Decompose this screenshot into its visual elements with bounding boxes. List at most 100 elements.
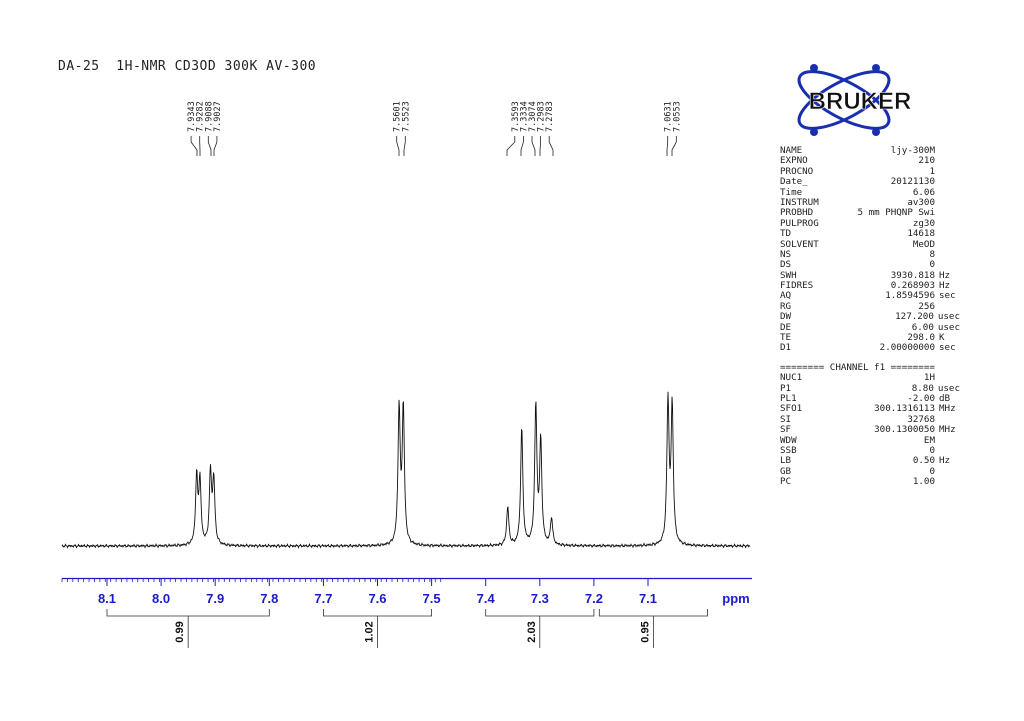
param-value: 1 xyxy=(929,165,935,177)
param-name: AQ xyxy=(780,290,792,302)
peak-label: 7.0631 xyxy=(664,101,674,132)
param-row: SF 300.1300050 MHz xyxy=(780,424,960,436)
param-name: D1 xyxy=(780,342,792,354)
param-unit xyxy=(935,436,939,446)
param-value: 8.80 xyxy=(911,382,934,394)
ppm-axis: 8.1 8.0 7.9 7.8 7.7 7.6 7.5 7.4 7.3 7.2 7.1 ppm xyxy=(61,577,752,606)
param-value: zg30 xyxy=(912,217,935,229)
peak-label: 7.3334 xyxy=(519,101,529,132)
integral-value: 0.99 xyxy=(174,621,186,642)
x-tick-label: 7.2 xyxy=(585,591,603,606)
peak-label: 7.3074 xyxy=(528,101,538,132)
param-unit: sec xyxy=(939,342,956,354)
param-unit: Hz xyxy=(939,269,951,281)
param-name: SOLVENT xyxy=(780,238,819,250)
integral-bracket xyxy=(323,609,432,617)
acquisition-parameters: NAME ljy-300M EXPNO 210 PROCNO 1 Date_ 20121130… xyxy=(780,145,960,488)
param-value: 1.8594596 xyxy=(885,290,935,302)
integral-value: 1.02 xyxy=(364,621,376,642)
x-tick-label: 7.9 xyxy=(206,591,224,606)
param-row: SOLVENT MeOD xyxy=(780,238,960,250)
peak-connector xyxy=(666,136,669,156)
param-name: DE xyxy=(780,321,792,333)
param-name: PULPROG xyxy=(780,217,819,229)
svg-text:BRUKER: BRUKER xyxy=(809,88,912,115)
peak-connector xyxy=(396,136,400,156)
param-value: 0 xyxy=(929,259,935,271)
param-value: MeOD xyxy=(912,238,935,250)
channel-header: ======== CHANNEL f1 ======== xyxy=(780,361,935,373)
param-row: LB 0.50 Hz xyxy=(780,455,960,467)
param-unit xyxy=(935,240,939,250)
param-unit: Hz xyxy=(939,280,951,292)
param-row: EXPNO 210 xyxy=(780,155,960,167)
peak-connector xyxy=(531,136,536,156)
peak-label: 7.5523 xyxy=(401,101,411,132)
peak-label: 7.9088 xyxy=(204,101,214,132)
peak-label: 7.9027 xyxy=(213,101,223,132)
param-name: SWH xyxy=(780,269,797,281)
param-value: 0.268903 xyxy=(890,280,935,292)
param-value: 6.00 xyxy=(911,321,934,333)
param-row: SSB 0 xyxy=(780,444,960,456)
param-unit xyxy=(935,188,939,198)
param-name: LB xyxy=(780,455,792,467)
integrals: 0.99 1.02 2.03 0.95 xyxy=(106,609,708,648)
param-unit xyxy=(935,156,939,166)
param-unit xyxy=(935,229,939,239)
param-row: NUC1 1H xyxy=(780,372,960,384)
param-row: FIDRES 0.268903 Hz xyxy=(780,280,960,292)
param-name: RG xyxy=(780,300,792,312)
param-value: 5 mm PHQNP Swi xyxy=(857,207,935,219)
param-row: Date_ 20121130 xyxy=(780,176,960,188)
param-name: Time xyxy=(780,186,803,198)
param-row: NAME ljy-300M xyxy=(780,145,960,156)
param-row: P1 8.80 usec xyxy=(780,382,960,394)
spectrum-title: DA-25 1H-NMR CD3OD 300K AV-300 xyxy=(58,59,317,74)
param-unit xyxy=(935,477,939,487)
param-name: SSB xyxy=(780,444,797,456)
param-name: WDW xyxy=(780,434,797,446)
param-unit xyxy=(935,167,939,177)
x-tick-label: 7.1 xyxy=(639,591,657,606)
param-name: DS xyxy=(780,259,792,271)
param-unit xyxy=(935,219,939,229)
param-row: WDW EM xyxy=(780,434,960,446)
param-name: NUC1 xyxy=(780,372,803,384)
param-value: 0 xyxy=(929,465,935,477)
peak-connector xyxy=(506,136,516,156)
param-value: av300 xyxy=(907,196,935,208)
x-tick-label: 7.8 xyxy=(260,591,278,606)
param-row: DS 0 xyxy=(780,259,960,271)
param-name: GB xyxy=(780,465,792,477)
peak-label: 7.2983 xyxy=(537,101,547,132)
param-row: RG 256 xyxy=(780,300,960,312)
param-unit: MHz xyxy=(939,424,956,436)
param-unit: sec xyxy=(939,290,956,302)
peak-label: 7.9282 xyxy=(196,101,206,132)
param-row: PC 1.00 xyxy=(780,476,960,488)
param-name: PC xyxy=(780,476,792,488)
integral-bracket xyxy=(106,609,270,617)
param-unit xyxy=(935,250,939,260)
param-name: Date_ xyxy=(780,176,808,188)
param-value: 210 xyxy=(918,155,935,167)
param-name: NAME xyxy=(780,145,803,156)
param-unit: usec xyxy=(937,321,960,333)
param-value: 298.0 xyxy=(907,332,935,344)
param-row: PL1 -2.00 dB xyxy=(780,393,960,404)
param-row: GB 0 xyxy=(780,465,960,477)
param-value: 6.06 xyxy=(912,186,935,198)
param-value: 0.50 xyxy=(912,455,935,467)
param-row: INSTRUM av300 xyxy=(780,196,960,208)
param-row: D1 2.00000000 sec xyxy=(780,342,960,354)
param-value: 256 xyxy=(918,300,935,312)
param-value: EM xyxy=(923,434,935,446)
param-value: 2.00000000 xyxy=(879,342,935,354)
x-tick-label: 7.3 xyxy=(531,591,549,606)
param-row: SFO1 300.1316113 MHz xyxy=(780,403,960,414)
integral-bracket xyxy=(598,609,708,617)
param-value: 300.1300050 xyxy=(874,424,935,436)
param-value: 14618 xyxy=(907,228,935,240)
